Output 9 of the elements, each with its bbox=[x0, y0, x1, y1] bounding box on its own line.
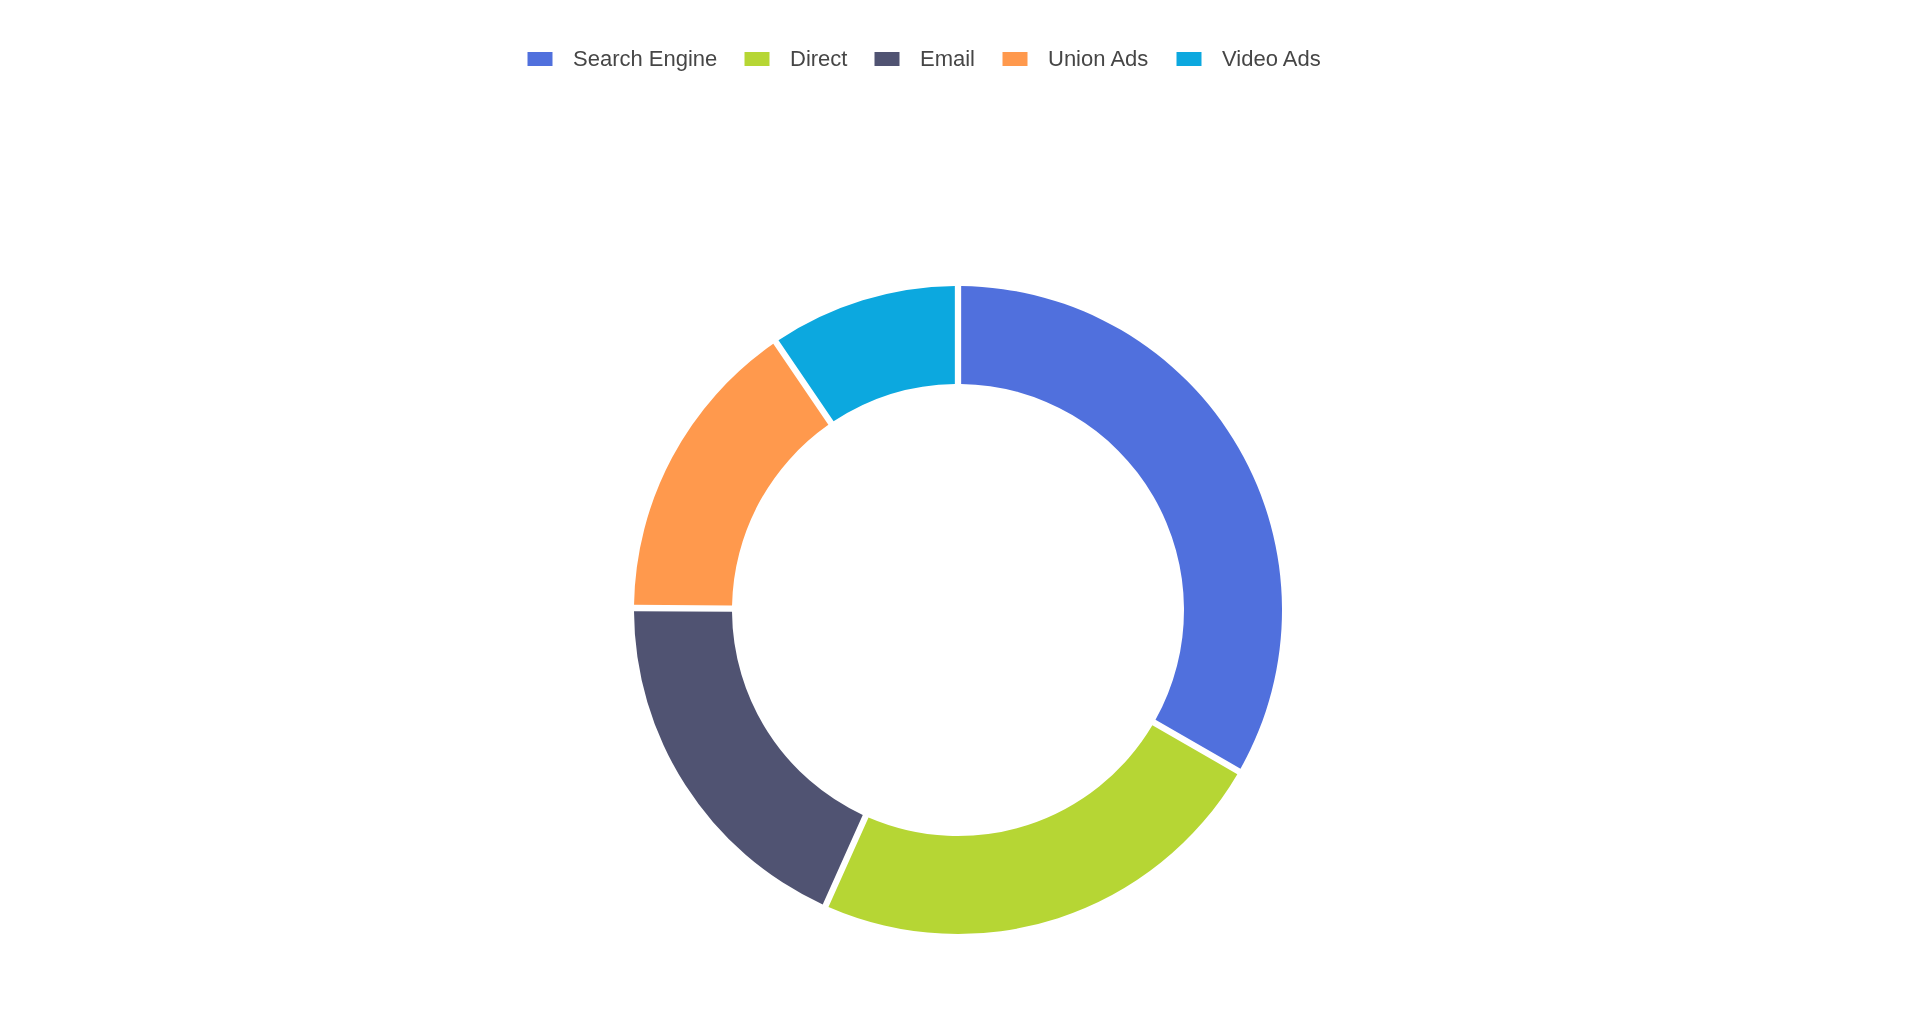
legend-label: Video Ads bbox=[1222, 46, 1321, 71]
legend-label: Search Engine bbox=[573, 46, 718, 71]
donut-slice bbox=[778, 286, 955, 422]
donut-slice bbox=[828, 725, 1238, 934]
legend-label: Union Ads bbox=[1048, 46, 1149, 71]
legend-label: Email bbox=[920, 46, 976, 71]
donut-slice bbox=[634, 611, 863, 905]
legend-label: Direct bbox=[790, 46, 848, 71]
donut-slice bbox=[634, 343, 829, 606]
